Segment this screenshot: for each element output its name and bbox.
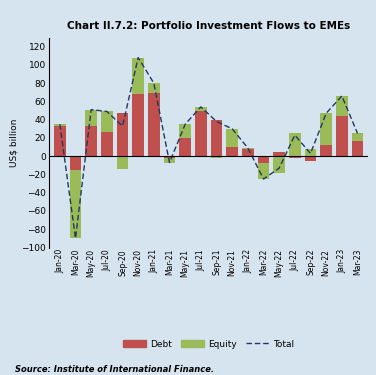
Total xyxy=(214,119,219,124)
Title: Chart II.7.2: Portfolio Investment Flows to EMEs: Chart II.7.2: Portfolio Investment Flows… xyxy=(67,21,350,31)
Bar xyxy=(70,170,81,238)
Bar xyxy=(54,126,66,156)
Bar xyxy=(164,158,175,163)
Bar xyxy=(242,149,254,156)
Bar xyxy=(226,129,238,147)
Total xyxy=(293,133,297,138)
Bar xyxy=(70,156,81,170)
Bar xyxy=(195,107,207,111)
Total xyxy=(230,126,235,131)
Total xyxy=(340,94,344,98)
Bar xyxy=(132,58,144,94)
Total xyxy=(261,177,266,181)
Line: Total: Total xyxy=(60,58,358,238)
Bar xyxy=(352,134,363,141)
Bar xyxy=(195,111,207,156)
Y-axis label: US$ billion: US$ billion xyxy=(9,118,18,166)
Bar xyxy=(289,156,301,158)
Text: Source: Institute of International Finance.: Source: Institute of International Finan… xyxy=(15,365,214,374)
Total xyxy=(324,111,329,116)
Total xyxy=(199,105,203,109)
Bar xyxy=(258,156,269,163)
Total xyxy=(183,122,188,126)
Bar xyxy=(101,111,113,132)
Bar xyxy=(305,156,316,161)
Bar xyxy=(117,113,128,156)
Bar xyxy=(352,141,363,156)
Bar xyxy=(164,156,175,158)
Total xyxy=(246,146,250,150)
Bar xyxy=(320,113,332,145)
Total xyxy=(167,160,172,165)
Bar xyxy=(211,156,222,158)
Total xyxy=(58,122,62,126)
Bar xyxy=(273,156,285,172)
Bar xyxy=(179,124,191,138)
Bar xyxy=(336,96,348,116)
Total xyxy=(277,166,282,170)
Bar xyxy=(226,147,238,156)
Bar xyxy=(258,163,269,179)
Total xyxy=(73,236,78,241)
Bar xyxy=(117,156,128,169)
Bar xyxy=(273,152,285,156)
Bar xyxy=(305,149,316,156)
Bar xyxy=(336,116,348,156)
Legend: Debt, Equity, Total: Debt, Equity, Total xyxy=(120,336,298,352)
Bar xyxy=(148,93,160,156)
Total xyxy=(89,107,94,112)
Bar xyxy=(179,138,191,156)
Total xyxy=(355,131,360,136)
Bar xyxy=(54,124,66,126)
Bar xyxy=(320,145,332,156)
Total xyxy=(152,81,156,86)
Total xyxy=(120,124,125,128)
Total xyxy=(136,56,141,60)
Bar xyxy=(242,148,254,149)
Bar xyxy=(132,94,144,156)
Total xyxy=(105,109,109,114)
Bar xyxy=(289,134,301,156)
Bar xyxy=(85,110,97,126)
Bar xyxy=(148,83,160,93)
Bar xyxy=(211,120,222,156)
Bar xyxy=(85,126,97,156)
Total xyxy=(308,151,313,156)
Bar xyxy=(101,132,113,156)
